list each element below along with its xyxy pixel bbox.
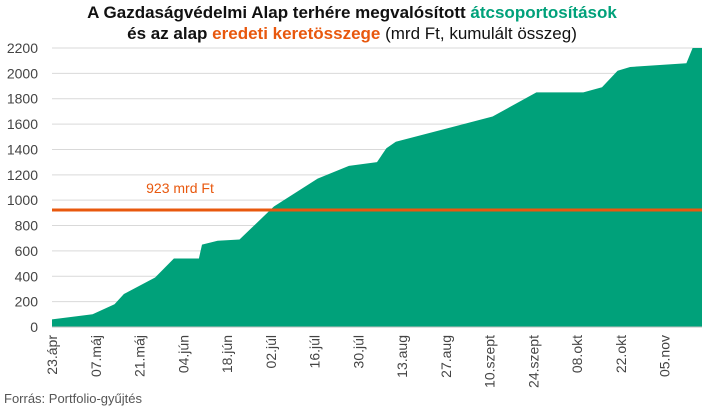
- y-tick-label: 1200: [7, 167, 38, 183]
- chart-title-line2: és az alap eredeti keretösszege (mrd Ft,…: [0, 23, 704, 44]
- x-tick-label: 04.jún: [175, 335, 191, 373]
- x-tick-label: 30.júl: [350, 335, 366, 368]
- chart-title-line1: A Gazdaságvédelmi Alap terhére megvalósí…: [0, 2, 704, 23]
- x-tick-label: 27.aug: [438, 335, 454, 378]
- x-tick-label: 23.ápr: [44, 335, 60, 375]
- y-tick-label: 400: [15, 268, 39, 284]
- x-tick-label: 05.nov: [657, 335, 673, 377]
- y-tick-label: 1400: [7, 141, 38, 157]
- x-tick-label: 22.okt: [613, 335, 629, 373]
- title-suffix: (mrd Ft, kumulált összeg): [380, 24, 577, 43]
- y-tick-label: 600: [15, 243, 39, 259]
- x-tick-label: 08.okt: [569, 335, 585, 373]
- y-tick-label: 2200: [7, 40, 38, 56]
- y-tick-label: 2000: [7, 65, 38, 81]
- y-tick-label: 200: [15, 294, 39, 310]
- y-tick-label: 1600: [7, 116, 38, 132]
- x-tick-label: 16.júl: [307, 335, 323, 368]
- source-note: Forrás: Portfolio-gyűjtés: [4, 391, 142, 406]
- x-tick-label: 02.júl: [263, 335, 279, 368]
- y-tick-label: 1800: [7, 91, 38, 107]
- area-series: [52, 48, 702, 327]
- title-highlight-orange: eredeti keretösszege: [212, 24, 381, 43]
- reference-line-label: 923 mrd Ft: [146, 180, 214, 196]
- y-tick-label: 800: [15, 218, 39, 234]
- x-tick-label: 13.aug: [394, 335, 410, 378]
- y-tick-label: 1000: [7, 192, 38, 208]
- x-tick-label: 07.máj: [88, 335, 104, 377]
- x-tick-label: 21.máj: [132, 335, 148, 377]
- title-prefix-1: A Gazdaságvédelmi Alap terhére megvalósí…: [87, 3, 471, 22]
- title-prefix-2: és az alap: [127, 24, 213, 43]
- y-tick-label: 0: [30, 319, 38, 335]
- title-highlight-green: átcsoportosítások: [470, 3, 617, 22]
- x-tick-label: 10.szept: [482, 335, 498, 388]
- x-tick-label: 24.szept: [525, 335, 541, 388]
- x-tick-label: 18.jún: [219, 335, 235, 373]
